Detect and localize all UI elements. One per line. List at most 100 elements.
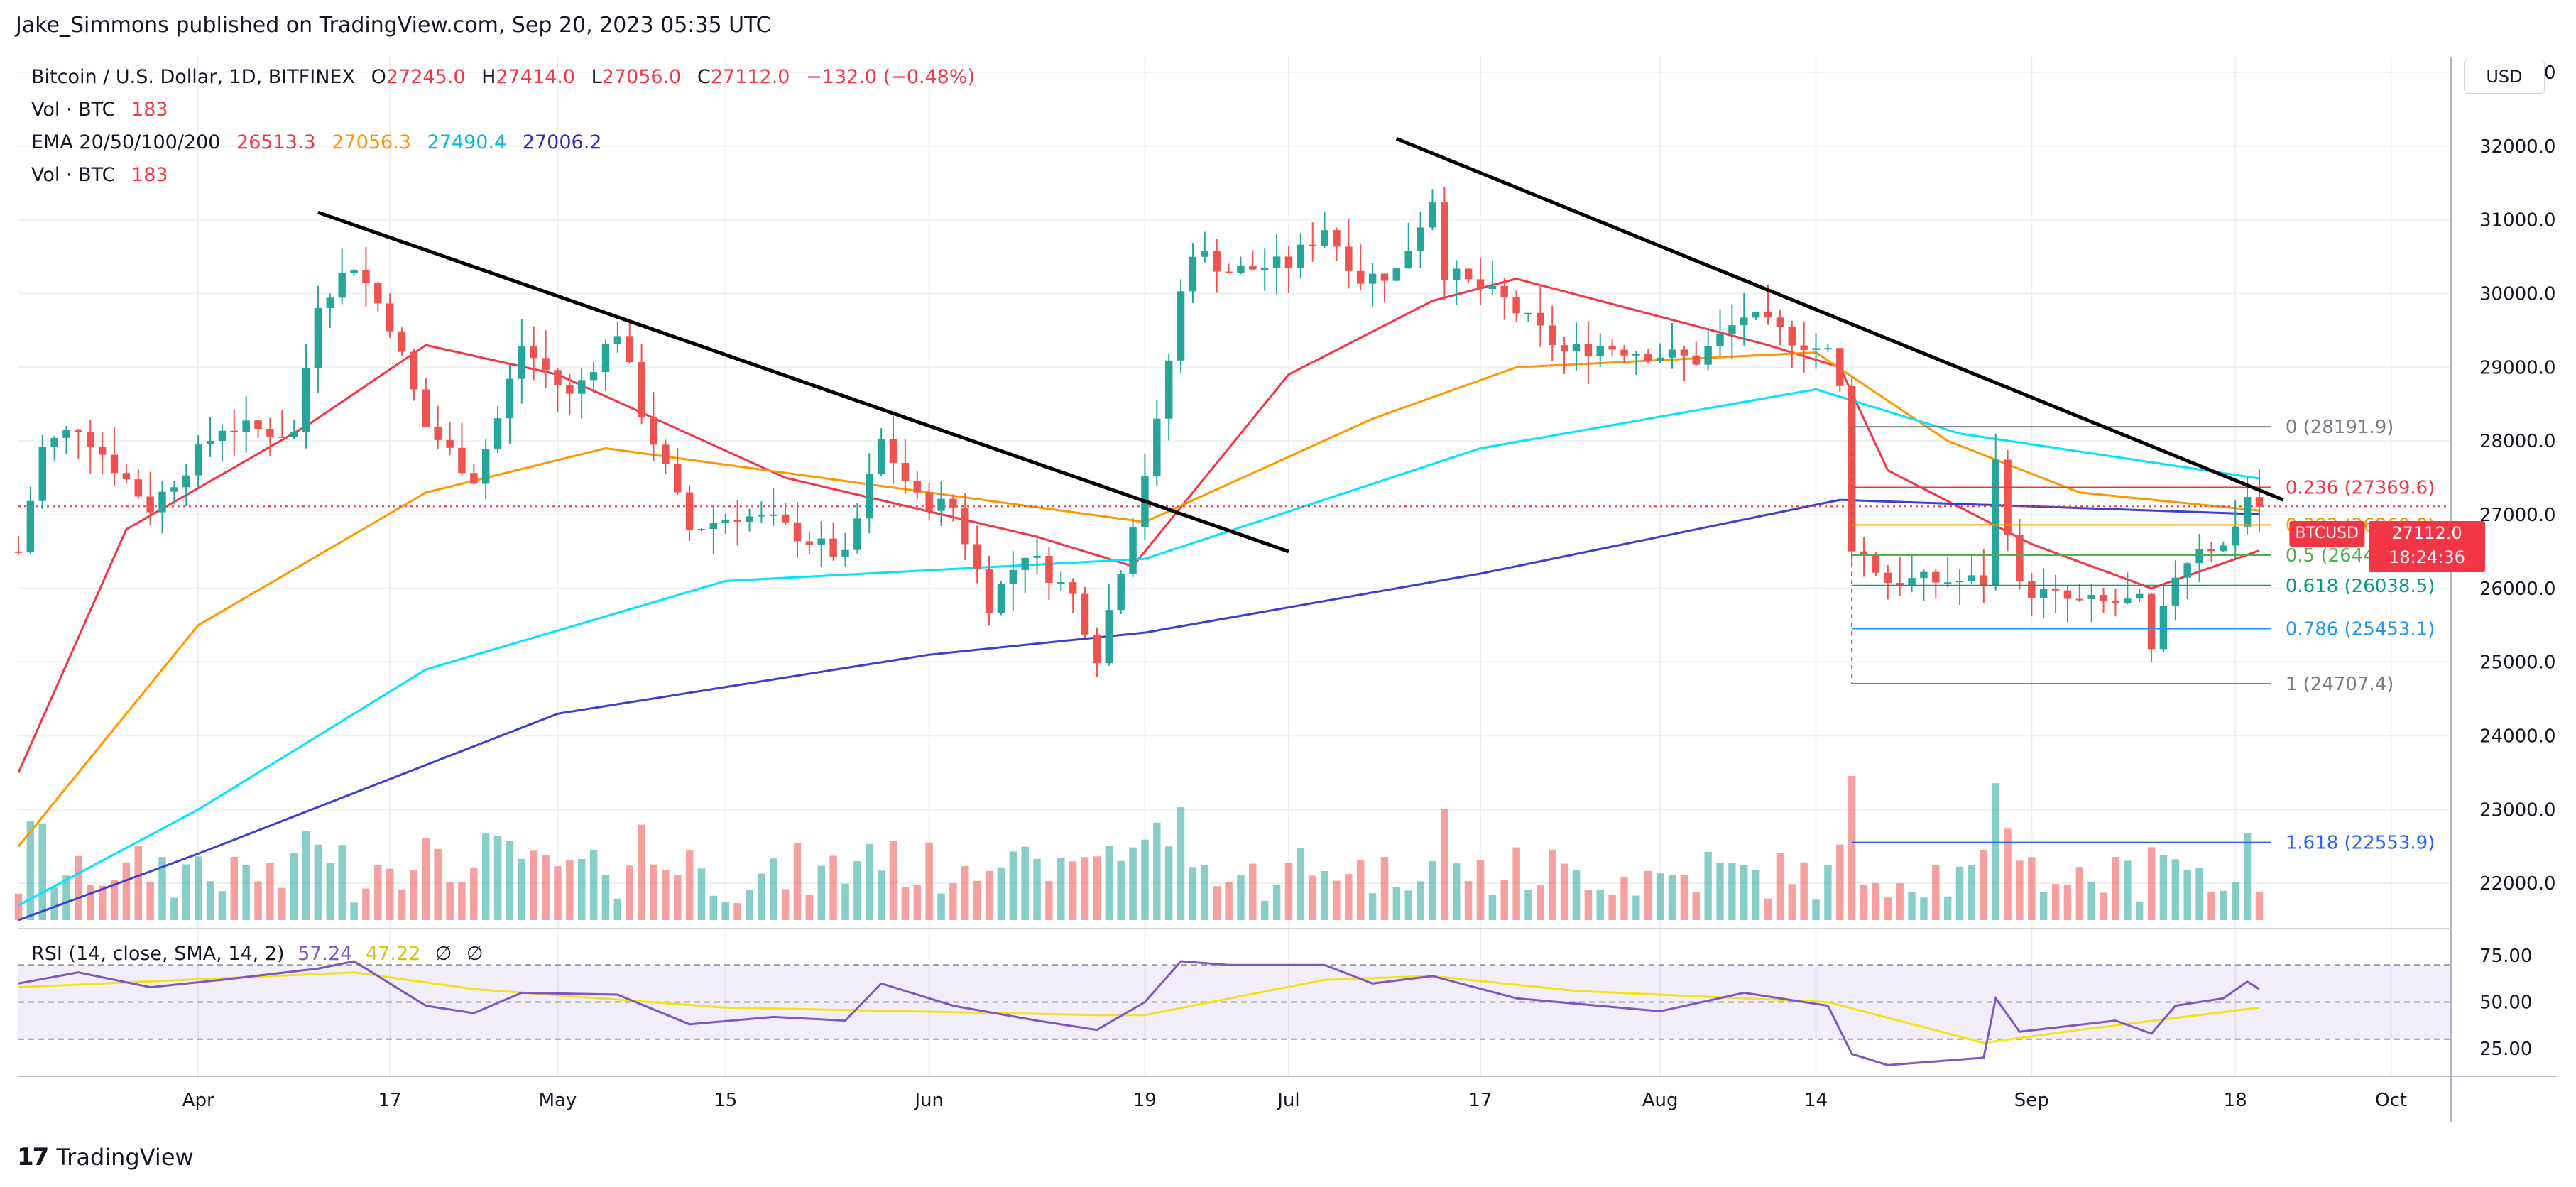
price-tick-label: 29000.0 <box>2479 357 2556 378</box>
volume-bar <box>973 880 981 920</box>
volume-bar <box>314 844 322 920</box>
trendlines[interactable] <box>317 137 2284 554</box>
candle-body <box>1189 256 1197 292</box>
candle-body <box>1321 230 1328 246</box>
candle <box>194 435 202 488</box>
candle-body <box>781 514 790 523</box>
candle <box>2159 584 2168 652</box>
brand-name: TradingView <box>56 1144 194 1171</box>
candle <box>1045 547 1053 601</box>
candle <box>1537 285 1544 347</box>
candle <box>1225 263 1233 274</box>
candle-body <box>1549 325 1556 346</box>
volume-bar <box>613 898 622 920</box>
candle-body <box>721 520 729 523</box>
candle <box>1057 571 1065 591</box>
volume-bar <box>1321 871 1328 920</box>
candle-body <box>554 370 562 385</box>
candle <box>2124 572 2132 605</box>
candle-body <box>1272 256 1281 268</box>
candle <box>2016 518 2024 590</box>
volume-bar <box>1368 893 1377 920</box>
volume-bar <box>1380 857 1389 920</box>
candle <box>1824 343 1832 352</box>
volume-bar <box>1105 846 1113 920</box>
volume-bar <box>1752 870 1760 920</box>
candle <box>530 326 537 381</box>
candle-body <box>290 432 298 437</box>
candle <box>230 409 239 456</box>
volume-bar <box>26 821 35 920</box>
candle <box>2039 568 2048 618</box>
candle-body <box>446 439 454 448</box>
candle-body <box>374 283 382 304</box>
volume-bar <box>2087 881 2095 920</box>
candle-body <box>901 463 910 481</box>
volume-bar <box>1848 775 1856 920</box>
candle <box>1992 433 1999 591</box>
volume-bar <box>733 903 741 920</box>
volume-bar <box>937 893 945 920</box>
trendline <box>317 210 1289 554</box>
candle <box>1560 337 1568 374</box>
candle <box>1980 549 1988 603</box>
last-price: 27112.0 <box>2391 523 2462 543</box>
currency-button[interactable]: USD <box>2464 60 2545 94</box>
candle <box>446 422 454 456</box>
candle-body <box>589 372 598 381</box>
candle-body <box>673 464 682 493</box>
candle <box>1776 310 1784 346</box>
candle <box>1596 333 1604 367</box>
candle <box>2112 589 2119 617</box>
volume-bar <box>853 861 861 920</box>
publisher-caption: Jake_Simmons published on TradingView.co… <box>16 13 771 38</box>
candle-body <box>1943 582 1952 584</box>
candle-body <box>1932 571 1940 583</box>
trendline <box>1395 137 2284 502</box>
candle <box>626 322 633 363</box>
candle-body <box>1752 312 1760 318</box>
candle <box>1608 339 1616 357</box>
candle <box>290 419 298 439</box>
candle <box>1524 312 1532 322</box>
ema-label: EMA 20/50/100/200 <box>31 131 221 153</box>
volume-bar <box>1345 874 1353 920</box>
candle <box>1153 400 1161 487</box>
candle <box>601 339 610 391</box>
change-value: −132.0 (−0.48%) <box>806 66 976 88</box>
candlesticks[interactable] <box>14 186 2264 677</box>
candle-body <box>326 297 334 308</box>
candle-body <box>805 541 814 545</box>
candle <box>949 494 957 522</box>
candle-body <box>566 385 574 394</box>
volume-bar <box>1260 900 1269 920</box>
tradingview-brand[interactable]: 17 TradingView <box>17 1143 194 1171</box>
candle <box>889 412 897 484</box>
candle <box>1955 569 1964 605</box>
volume-bar <box>1249 863 1257 920</box>
volume-bar <box>626 865 633 920</box>
candle <box>1812 333 1820 369</box>
time-tick-label: Apr <box>182 1090 214 1111</box>
candle-body <box>2220 545 2227 552</box>
candle-body <box>14 551 23 553</box>
candle-body <box>2100 595 2107 601</box>
candle <box>853 502 861 554</box>
candle-body <box>1908 578 1916 586</box>
volume-bar <box>805 895 814 920</box>
volume-bar <box>1764 898 1772 920</box>
candle <box>134 469 143 499</box>
candle <box>158 480 166 534</box>
fibonacci-retracement[interactable]: 0 (28191.9)0.236 (27369.6)0.382 (26860.8… <box>1851 417 2435 854</box>
candle-body <box>577 380 586 394</box>
candle-body <box>98 447 107 455</box>
volume-bar <box>662 869 670 920</box>
candle-body <box>2124 598 2132 603</box>
candle-body <box>350 270 358 273</box>
candle <box>709 507 718 554</box>
candle-body <box>2231 526 2239 546</box>
volume-bar <box>1081 857 1089 920</box>
volume-bar <box>721 902 729 920</box>
candle <box>266 417 274 456</box>
